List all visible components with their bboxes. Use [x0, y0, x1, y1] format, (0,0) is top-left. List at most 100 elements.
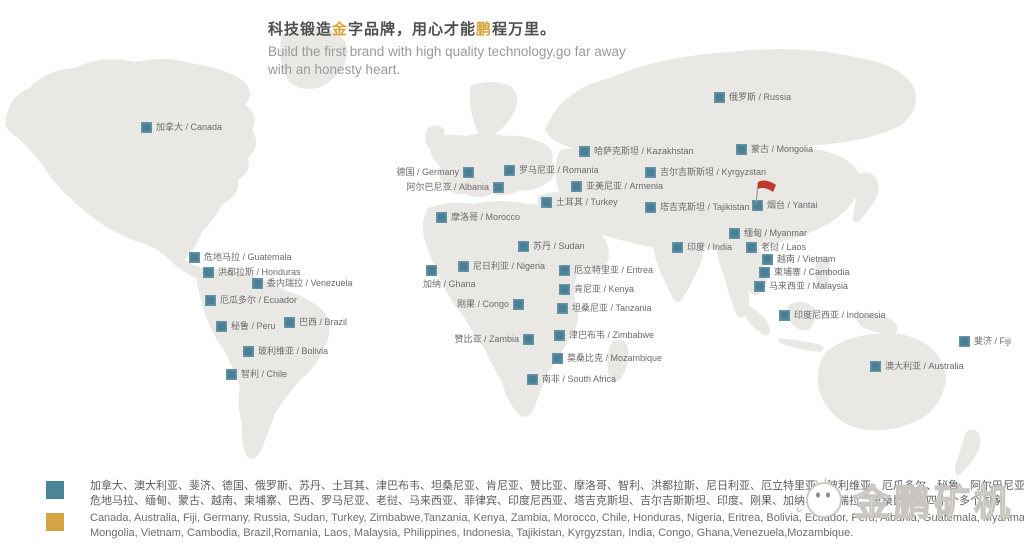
title-text-segment: 科技锻造 [268, 21, 333, 38]
marker-label-peru: 秘鲁 / Peru [231, 321, 276, 331]
map-marker-kyrgyzstan: 吉尔吉斯斯坦 / Kyrgyzstan [645, 167, 766, 178]
map-marker-bolivia: 玻利维亚 / Bolivia [243, 346, 328, 357]
map-marker-yantai: 烟台 / Yantai [752, 200, 817, 211]
title-block: 科技锻造金字品牌，用心才能鹏程万里。 Build the first brand… [268, 18, 626, 79]
legend-en-line1: Canada, Australia, Fiji, Germany, Russia… [90, 512, 1024, 524]
map-marker-venezuela: 委内瑞拉 / Venezuela [252, 278, 353, 289]
marker-label-mozambique: 莫桑比克 / Mozambique [567, 353, 663, 363]
legend-swatch-teal-icon [46, 481, 64, 499]
marker-label-zambia: 赞比亚 / Zambia [454, 334, 519, 344]
map-marker-romania: 罗马尼亚 / Romania [504, 165, 599, 176]
map-marker-honduras: 洪都拉斯 / Honduras [203, 267, 301, 278]
legend-text-cn: 加拿大、澳大利亚、斐济、德国、俄罗斯、苏丹、土耳其、津巴布韦、坦桑尼亚、肯尼亚、… [90, 479, 1024, 509]
marker-label-morocco: 摩洛哥 / Morocco [451, 212, 521, 222]
brand-logo-text: 金鹏矿机 [853, 481, 1014, 523]
marker-label-vietnam: 越南 / Vietnam [777, 254, 836, 264]
map-marker-india: 印度 / India [672, 242, 732, 253]
title-cn: 科技锻造金字品牌，用心才能鹏程万里。 [268, 18, 626, 39]
marker-label-brazil: 巴西 / Brazil [299, 317, 348, 327]
marker-label-yantai: 烟台 / Yantai [767, 200, 818, 210]
map-marker-cambodia: 柬埔寨 / Cambodia [759, 267, 850, 278]
map-marker-russia: 俄罗斯 / Russia [714, 92, 791, 103]
map-marker-laos: 老挝 / Laos [746, 242, 806, 253]
marker-label-tanzania: 坦桑尼亚 / Tanzania [572, 303, 652, 313]
marker-label-laos: 老挝 / Laos [761, 242, 807, 252]
marker-label-germany: 德国 / Germany [396, 167, 459, 177]
marker-label-albania: 阿尔巴尼亚 / Albania [406, 182, 489, 192]
marker-label-malaysia: 马来西亚 / Malaysia [769, 281, 849, 291]
legend-en-line2: Mongolia, Vietnam, Cambodia, Brazil,Roma… [90, 527, 854, 539]
map-marker-tajikistan: 塔吉克斯坦 / Tajikistan [645, 202, 750, 213]
map-marker-armenia: 亚美尼亚 / Armenia [571, 181, 663, 192]
marker-label-venezuela: 委内瑞拉 / Venezuela [267, 278, 353, 288]
marker-label-nigeria: 尼日利亚 / Nigeria [473, 261, 546, 271]
marker-label-chile: 智利 / Chile [241, 369, 288, 379]
map-marker-albania: 阿尔巴尼亚 / Albania [406, 182, 504, 193]
title-en-line1: Build the first brand with high quality … [268, 44, 626, 59]
marker-label-kazakhstan: 哈萨克斯坦 / Kazakhstan [594, 146, 694, 156]
legend-row-en: Canada, Australia, Fiji, Germany, Russia… [46, 511, 1024, 541]
marker-label-armenia: 亚美尼亚 / Armenia [586, 181, 664, 191]
brand-logo: 金鹏矿机 [796, 474, 1014, 526]
map-marker-chile: 智利 / Chile [226, 369, 287, 380]
marker-label-fiji: 斐济 / Fiji [974, 336, 1011, 346]
marker-label-indonesia: 印度尼西亚 / Indonesia [794, 310, 886, 320]
title-highlight-char: 金 [332, 21, 349, 38]
map-marker-sudan: 苏丹 / Sudan [518, 241, 585, 252]
map-marker-ecuador: 厄瓜多尔 / Ecuador [205, 295, 297, 306]
marker-label-canada: 加拿大 / Canada [156, 122, 223, 132]
map-marker-tanzania: 坦桑尼亚 / Tanzania [557, 303, 652, 314]
marker-label-kyrgyzstan: 吉尔吉斯斯坦 / Kyrgyzstan [660, 167, 767, 177]
map-marker-turkey: 土耳其 / Turkey [541, 197, 618, 208]
marker-label-honduras: 洪都拉斯 / Honduras [218, 267, 301, 277]
map-marker-congo: 刚果 / Congo [457, 299, 524, 310]
map-marker-eritrea: 厄立特里亚 / Eritrea [559, 265, 653, 276]
map-marker-guatemala: 危地马拉 / Guatemala [189, 252, 292, 263]
map-marker-germany: 德国 / Germany [396, 167, 474, 178]
map-marker-zambia: 赞比亚 / Zambia [454, 334, 534, 345]
marker-label-russia: 俄罗斯 / Russia [729, 92, 792, 102]
map-marker-vietnam: 越南 / Vietnam [762, 254, 835, 265]
title-text-segment: 字品牌，用心才能 [348, 21, 477, 38]
yantai-flag-icon [755, 180, 776, 206]
marker-label-eritrea: 厄立特里亚 / Eritrea [574, 265, 654, 275]
marker-label-south-africa: 南非 / South Africa [542, 374, 617, 384]
map-marker-mozambique: 莫桑比克 / Mozambique [552, 353, 662, 364]
map-marker-australia: 澳大利亚 / Australia [870, 361, 964, 372]
marker-label-india: 印度 / India [687, 242, 733, 252]
map-marker-mongolia: 蒙古 / Mongolia [736, 144, 813, 155]
marker-label-bolivia: 玻利维亚 / Bolivia [258, 346, 329, 356]
marker-label-romania: 罗马尼亚 / Romania [519, 165, 599, 175]
map-marker-south-africa: 南非 / South Africa [527, 374, 616, 385]
map-marker-fiji: 斐济 / Fiji [959, 336, 1011, 347]
title-text-segment: 程万里。 [492, 21, 557, 38]
map-marker-morocco: 摩洛哥 / Morocco [436, 212, 520, 223]
map-marker-myanmar: 缅甸 / Myanmar [729, 228, 807, 239]
title-en-line2: with an honesty heart. [268, 61, 401, 77]
marker-label-ghana: 加纳 / Ghana [423, 279, 476, 289]
map-marker-ghana: 加纳 / Ghana [423, 265, 476, 289]
map-marker-canada: 加拿大 / Canada [141, 122, 222, 133]
map-marker-zimbabwe: 津巴布韦 / Zimbabwe [554, 330, 654, 341]
map-marker-peru: 秘鲁 / Peru [216, 321, 276, 332]
legend-text-en: Canada, Australia, Fiji, Germany, Russia… [90, 511, 1024, 541]
marker-label-guatemala: 危地马拉 / Guatemala [204, 252, 292, 262]
brand-logo-mascot-icon [796, 477, 842, 518]
marker-label-sudan: 苏丹 / Sudan [533, 241, 585, 251]
marker-label-turkey: 土耳其 / Turkey [556, 197, 618, 207]
marker-label-tajikistan: 塔吉克斯坦 / Tajikistan [660, 202, 750, 212]
title-en: Build the first brand with high quality … [268, 43, 626, 79]
marker-label-australia: 澳大利亚 / Australia [885, 361, 964, 371]
marker-label-myanmar: 缅甸 / Myanmar [744, 228, 808, 238]
legend-cn-line1: 加拿大、澳大利亚、斐济、德国、俄罗斯、苏丹、土耳其、津巴布韦、坦桑尼亚、肯尼亚、… [90, 480, 1024, 492]
legend-row-cn: 加拿大、澳大利亚、斐济、德国、俄罗斯、苏丹、土耳其、津巴布韦、坦桑尼亚、肯尼亚、… [46, 479, 1024, 509]
title-highlight-char: 鹏 [476, 21, 493, 38]
map-marker-nigeria: 尼日利亚 / Nigeria [458, 261, 545, 272]
legend-swatch-gold-icon [46, 513, 64, 531]
map-marker-indonesia: 印度尼西亚 / Indonesia [779, 310, 886, 321]
marker-label-kenya: 肯尼亚 / Kenya [574, 284, 635, 294]
map-marker-brazil: 巴西 / Brazil [284, 317, 347, 328]
marker-label-zimbabwe: 津巴布韦 / Zimbabwe [569, 330, 655, 340]
